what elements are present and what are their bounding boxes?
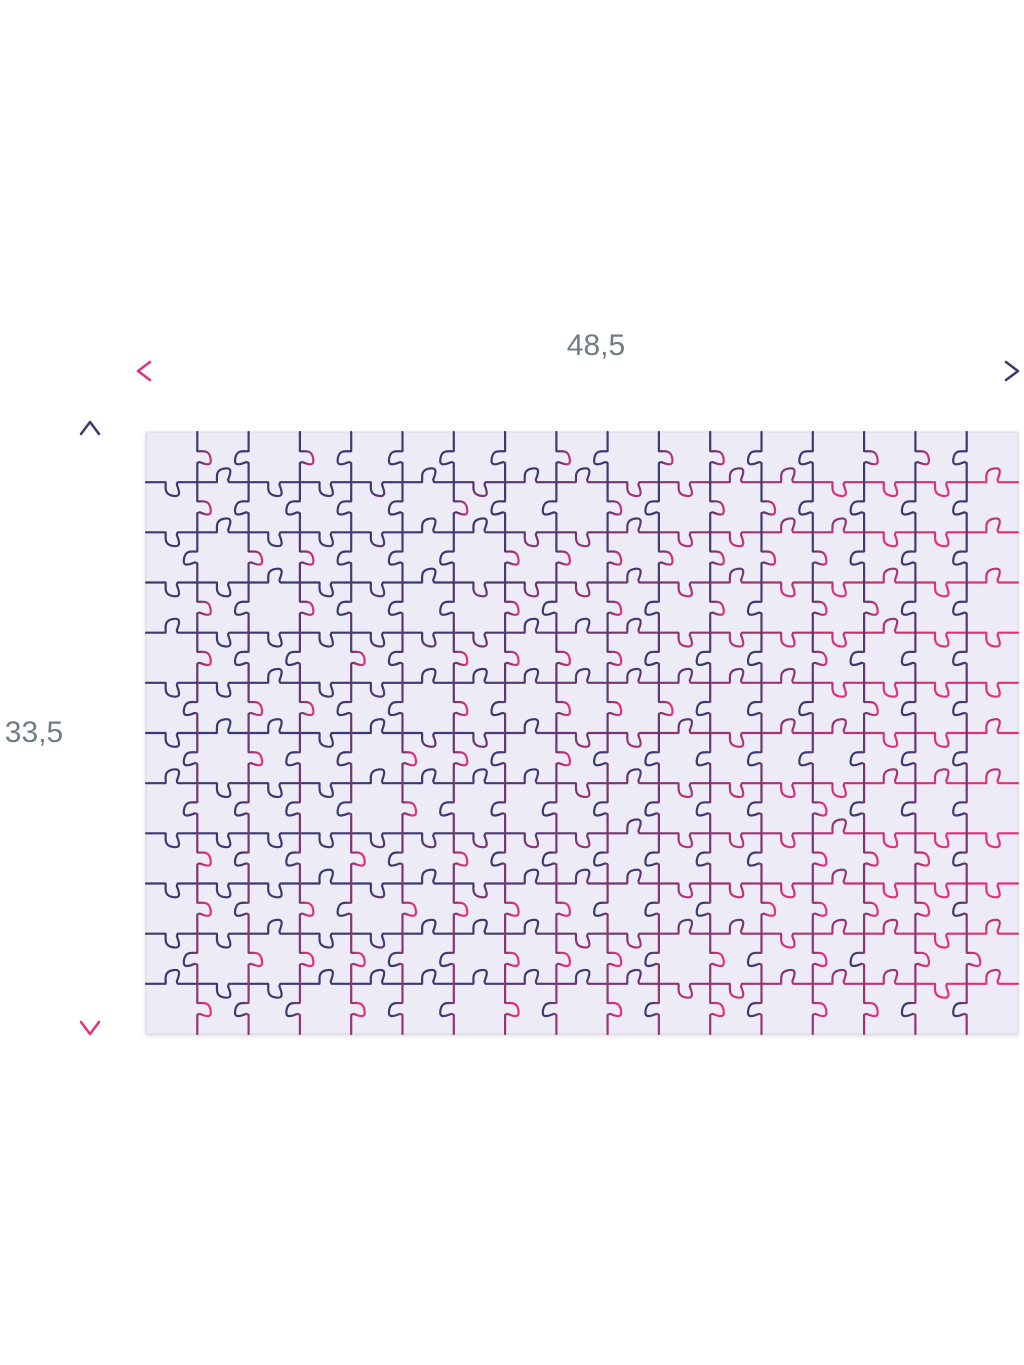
width-dimension: 48,5 <box>136 329 1020 382</box>
horizontal-cut-line <box>144 918 1020 949</box>
height-dimension: 33,5 <box>5 420 101 1036</box>
vertical-cut-line <box>233 430 264 1036</box>
horizontal-cut-line <box>144 517 1020 548</box>
vertical-cut-line <box>593 430 623 1036</box>
width-arrowhead-right <box>1004 360 1020 382</box>
vertical-cut-line <box>849 430 879 1036</box>
vertical-cut-line <box>644 430 674 1036</box>
horizontal-cut-line <box>144 467 1020 498</box>
horizontal-cut-line <box>144 617 1020 648</box>
horizontal-cut-line <box>144 768 1020 799</box>
horizontal-cut-line <box>144 968 1020 999</box>
height-arrowhead-bottom <box>79 1020 101 1036</box>
vertical-cut-line <box>746 430 777 1036</box>
horizontal-cut-line <box>144 868 1020 899</box>
vertical-cut-line <box>387 430 418 1036</box>
vertical-cut-line <box>439 430 469 1036</box>
horizontal-cut-line <box>144 567 1020 598</box>
puzzle-board-surface <box>145 431 1019 1035</box>
horizontal-cut-line <box>144 718 1020 748</box>
vertical-cut-line <box>695 430 725 1036</box>
height-arrowhead-top <box>79 420 101 436</box>
height-label: 33,5 <box>5 716 63 749</box>
vertical-cut-line <box>900 430 931 1036</box>
width-label: 48,5 <box>567 329 625 362</box>
puzzle-cut-lines <box>144 430 1020 1036</box>
vertical-cut-line <box>285 430 315 1036</box>
vertical-cut-line <box>798 430 828 1036</box>
vertical-cut-line <box>541 430 571 1036</box>
vertical-cut-line <box>490 430 520 1036</box>
horizontal-cut-line <box>144 818 1020 849</box>
width-arrowhead-left <box>136 360 152 382</box>
horizontal-cut-line <box>144 667 1020 698</box>
vertical-cut-line <box>182 430 212 1036</box>
vertical-cut-line <box>336 430 366 1036</box>
vertical-cut-line <box>952 430 982 1036</box>
puzzle-board <box>144 430 1020 1036</box>
